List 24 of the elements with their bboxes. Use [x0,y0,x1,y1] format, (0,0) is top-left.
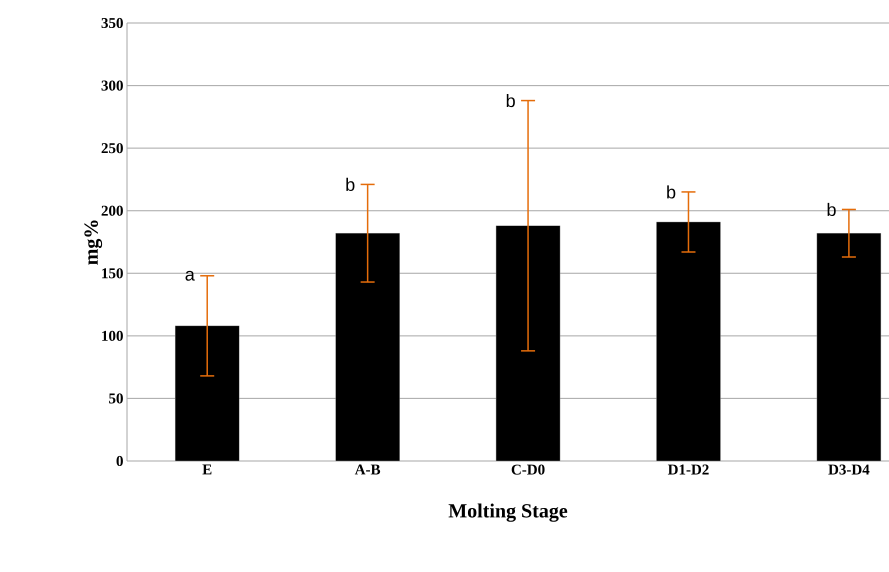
x-tick-label: D1-D2 [668,464,709,474]
y-tick-label: 50 [109,393,123,404]
x-tick-label: E [202,464,212,474]
annotation: b [346,178,354,192]
y-axis-title: mg% [84,220,102,265]
x-tick-label: D3-D4 [828,464,870,475]
y-tick-label: 200 [102,206,123,216]
bar [816,233,882,462]
y-tick-label: 300 [102,80,123,91]
bar [175,326,240,462]
y-tick-label: 150 [102,268,123,278]
x-tick-label: A-B [354,464,380,474]
y-tick-label: 100 [102,330,123,341]
x-axis-title: Molting Stage [448,504,568,522]
annotation: b [828,202,836,216]
bar [335,233,400,462]
y-tick-label: 350 [102,18,123,28]
annotation: b [667,185,676,199]
bar [656,222,721,462]
annotation: b [506,94,515,108]
annotation: a [186,270,195,281]
y-tick-label: 0 [116,456,123,466]
y-tick-label: 250 [102,143,123,154]
x-tick-label: C-D0 [512,464,545,475]
